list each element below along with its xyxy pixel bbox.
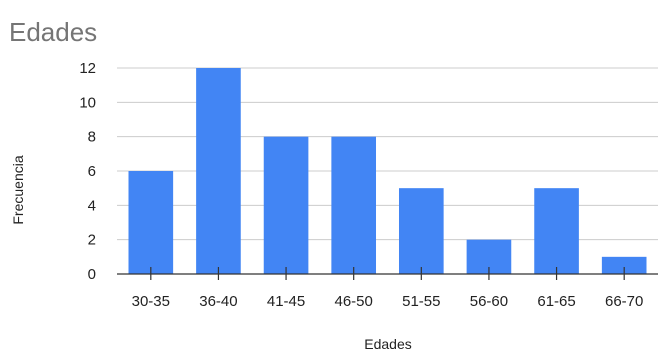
x-axis-label: Edades xyxy=(364,336,411,352)
x-tick-label: 36-40 xyxy=(199,293,237,310)
y-axis-label: Frecuencia xyxy=(10,155,26,224)
y-tick-label: 6 xyxy=(88,163,96,180)
chart-title: Edades xyxy=(9,17,97,47)
y-tick-label: 10 xyxy=(79,94,96,111)
y-tick-label: 2 xyxy=(88,232,96,249)
x-tick-label: 30-35 xyxy=(132,293,170,310)
bar-66-70 xyxy=(601,256,647,274)
x-tick-label: 51-55 xyxy=(402,293,440,310)
x-axis-ticks: 30-35 36-40 41-45 46-50 51-55 56-60 61-65 66-70 xyxy=(132,293,644,310)
y-tick-label: 0 xyxy=(88,266,96,283)
x-tick-label: 41-45 xyxy=(267,293,305,310)
x-axis xyxy=(117,267,658,280)
y-tick-label: 4 xyxy=(88,197,96,214)
bar-30-35 xyxy=(128,171,174,274)
x-tick-label: 61-65 xyxy=(537,293,575,310)
x-tick-label: 56-60 xyxy=(470,293,508,310)
y-tick-label: 12 xyxy=(79,60,96,77)
bar-61-65 xyxy=(534,188,579,274)
x-tick-label: 46-50 xyxy=(335,293,373,310)
x-tick-label: 66-70 xyxy=(605,293,643,310)
bar-51-55 xyxy=(398,188,444,274)
bar-36-40 xyxy=(196,68,241,274)
y-axis-ticks: 0 2 4 6 8 10 12 xyxy=(79,60,96,283)
bar-41-45 xyxy=(263,136,309,274)
bar-46-50 xyxy=(331,136,377,274)
y-tick-label: 8 xyxy=(88,129,96,146)
